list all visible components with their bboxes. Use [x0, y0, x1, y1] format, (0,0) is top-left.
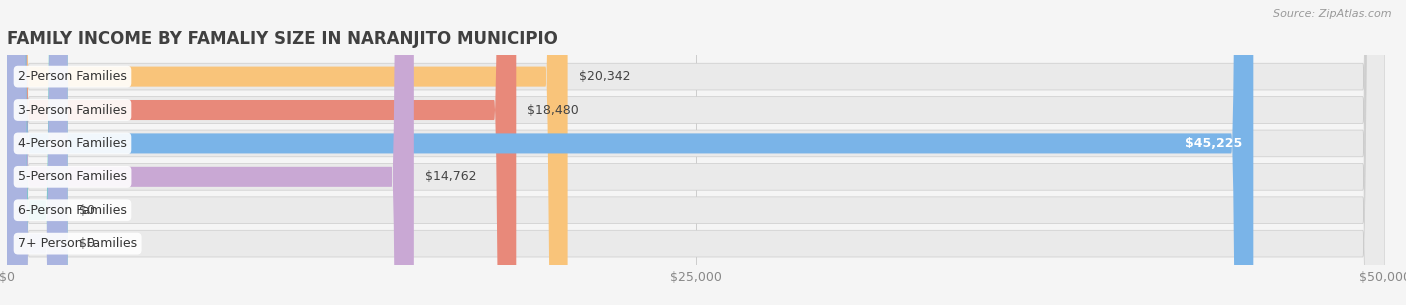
FancyBboxPatch shape [7, 0, 1385, 305]
Text: $0: $0 [79, 204, 94, 217]
FancyBboxPatch shape [7, 0, 67, 305]
Text: 4-Person Families: 4-Person Families [18, 137, 127, 150]
FancyBboxPatch shape [7, 0, 1385, 305]
Text: Source: ZipAtlas.com: Source: ZipAtlas.com [1274, 9, 1392, 19]
Text: 2-Person Families: 2-Person Families [18, 70, 127, 83]
FancyBboxPatch shape [7, 0, 1385, 305]
Text: $0: $0 [79, 237, 94, 250]
FancyBboxPatch shape [7, 0, 1385, 305]
FancyBboxPatch shape [7, 0, 413, 305]
FancyBboxPatch shape [7, 0, 516, 305]
Text: $18,480: $18,480 [527, 103, 579, 117]
FancyBboxPatch shape [7, 0, 1253, 305]
Text: 7+ Person Families: 7+ Person Families [18, 237, 138, 250]
FancyBboxPatch shape [7, 0, 568, 305]
Text: FAMILY INCOME BY FAMALIY SIZE IN NARANJITO MUNICIPIO: FAMILY INCOME BY FAMALIY SIZE IN NARANJI… [7, 30, 558, 48]
Text: 3-Person Families: 3-Person Families [18, 103, 127, 117]
FancyBboxPatch shape [7, 0, 1385, 305]
FancyBboxPatch shape [7, 0, 1385, 305]
FancyBboxPatch shape [7, 0, 67, 305]
Text: $45,225: $45,225 [1185, 137, 1243, 150]
Text: $14,762: $14,762 [425, 170, 477, 183]
Text: 6-Person Families: 6-Person Families [18, 204, 127, 217]
Text: 5-Person Families: 5-Person Families [18, 170, 127, 183]
Text: $20,342: $20,342 [579, 70, 630, 83]
